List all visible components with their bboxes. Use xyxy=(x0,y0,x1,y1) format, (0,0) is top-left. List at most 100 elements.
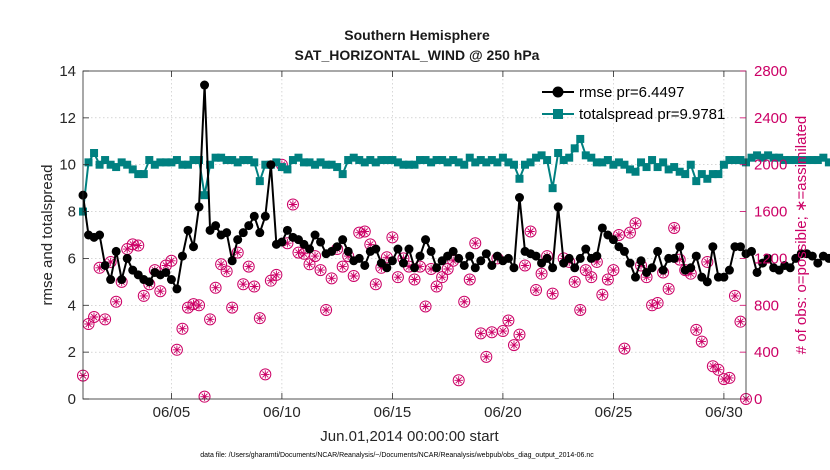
obs-assimilated-point xyxy=(725,373,734,383)
x-tick-label: 06/15 xyxy=(374,404,412,421)
obs-possible-point xyxy=(441,262,454,275)
obs-assimilated-point xyxy=(471,239,480,248)
rmse-point xyxy=(724,265,734,275)
obs-assimilated-point xyxy=(460,297,469,306)
obs-possible-point xyxy=(668,221,681,234)
obs-assimilated-point xyxy=(183,303,193,312)
legend: rmse pr=6.4497 totalspread pr=9.9781 xyxy=(542,84,725,123)
rmse-point xyxy=(227,256,237,266)
totalspread-point xyxy=(112,163,121,172)
obs-assimilated-point xyxy=(614,230,624,240)
y-tick-label: 8 xyxy=(68,204,76,221)
obs-assimilated-point xyxy=(228,303,237,312)
rmse-point xyxy=(454,253,464,263)
rmse-point xyxy=(708,242,718,252)
totalspread-point xyxy=(338,170,347,179)
totalspread-point xyxy=(703,174,712,183)
totalspread-point xyxy=(217,153,226,162)
rmse-point xyxy=(785,263,795,273)
grid xyxy=(83,71,746,399)
rmse-point xyxy=(653,246,663,256)
totalspread-point xyxy=(813,156,822,165)
totalspread-point xyxy=(554,149,563,157)
rmse-point xyxy=(631,272,640,282)
totalspread-point xyxy=(228,156,237,165)
axis-ticks: 0 2 4 6 8 10 12 14 0 400 800 1200 1600 2000 2400 2800 06… xyxy=(59,63,787,421)
totalspread-point xyxy=(272,158,281,167)
obs-assimilated-point xyxy=(581,265,590,275)
totalspread-point xyxy=(736,156,745,165)
rmse-point xyxy=(487,260,497,270)
obs-assimilated-point xyxy=(664,284,673,294)
totalspread-point xyxy=(592,158,601,167)
y2-tick-label: 2800 xyxy=(754,63,787,80)
obs-assimilated-point xyxy=(708,362,718,371)
totalspread-point xyxy=(758,153,767,162)
obs-possible-point xyxy=(231,246,244,259)
obs-assimilated-point xyxy=(426,264,436,274)
rmse-point xyxy=(122,253,132,263)
rmse-point xyxy=(824,253,830,263)
totalspread-point xyxy=(150,160,159,169)
totalspread-point xyxy=(427,158,436,167)
rmse-point xyxy=(636,256,646,266)
totalspread-point xyxy=(200,191,209,200)
y2-axis-label: # of obs: o=possible; ∗=assimilated xyxy=(793,116,810,355)
totalspread-point xyxy=(261,160,270,169)
obs-assimilated-point xyxy=(156,287,165,296)
totalspread-point xyxy=(371,158,380,167)
obs-possible-point xyxy=(463,273,476,286)
obs-assimilated-point xyxy=(316,265,325,275)
x-tick-label: 06/10 xyxy=(263,404,301,421)
rmse-point xyxy=(470,263,480,273)
obs-possible-point xyxy=(601,273,614,286)
rmse-point xyxy=(426,246,436,256)
rmse-point xyxy=(542,253,552,263)
rmse-point xyxy=(597,223,607,233)
obs-assimilated-point xyxy=(476,329,485,338)
totalspread-point xyxy=(526,158,535,167)
obs-possible-point xyxy=(325,272,338,285)
totalspread-point xyxy=(399,160,408,169)
rmse-point xyxy=(548,263,558,273)
totalspread-point xyxy=(570,144,579,153)
x-tick-label: 06/20 xyxy=(484,404,522,421)
obs-assimilated-point xyxy=(404,262,414,271)
totalspread-point xyxy=(598,158,607,167)
data-file-footnote: data file: /Users/gharamti/Documents/NCA… xyxy=(200,452,594,459)
totalspread-point xyxy=(802,156,811,165)
obs-assimilated-point xyxy=(211,283,220,292)
obs-possible-point xyxy=(165,254,178,267)
obs-possible-point xyxy=(690,323,703,336)
totalspread-point xyxy=(178,160,187,169)
obs-assimilated-point xyxy=(272,270,281,279)
totalspread-point xyxy=(454,158,463,167)
totalspread-point xyxy=(620,160,629,169)
obs-possible-point xyxy=(469,237,482,250)
totalspread-point xyxy=(195,156,204,165)
obs-assimilated-point xyxy=(216,260,226,269)
obs-possible-point xyxy=(176,322,189,335)
obs-possible-point xyxy=(347,270,360,282)
totalspread-point xyxy=(659,158,668,167)
obs-assimilated-point xyxy=(239,280,248,289)
rmse-point xyxy=(249,211,259,221)
rmse-point xyxy=(459,260,469,270)
totalspread-point xyxy=(244,156,253,165)
legend-totalspread-marker xyxy=(553,109,563,119)
totalspread-point xyxy=(609,160,618,169)
obs-assimilated-point xyxy=(487,328,497,337)
obs-assimilated-point xyxy=(250,282,259,291)
rmse-point xyxy=(161,267,171,277)
obs-possible-point xyxy=(408,273,421,286)
obs-assimilated-point xyxy=(697,337,706,346)
totalspread-point xyxy=(277,163,286,172)
obs-assimilated-point xyxy=(89,312,99,322)
rmse-point xyxy=(592,251,602,261)
y2-tick-label: 0 xyxy=(754,391,762,408)
totalspread-point xyxy=(211,153,220,162)
obs-assimilated-point xyxy=(465,275,474,284)
totalspread-point xyxy=(90,149,99,157)
totalspread-point xyxy=(648,156,657,165)
obs-assimilated-point xyxy=(205,315,215,324)
